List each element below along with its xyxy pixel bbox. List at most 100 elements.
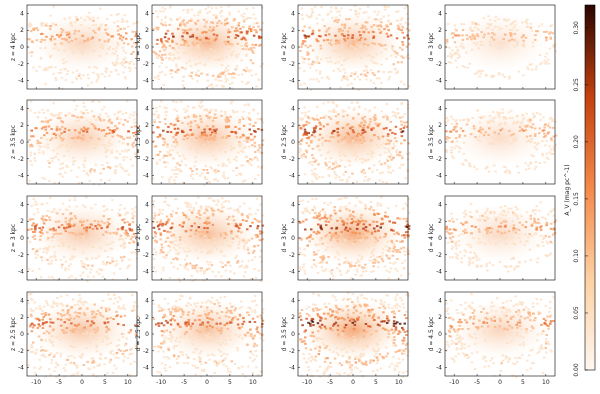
pixel [102,300,105,302]
pixel [368,54,371,56]
pixel [462,47,465,49]
pixel [33,198,36,200]
pixel [403,83,406,85]
pixel [191,78,194,80]
pixel [236,136,239,138]
pixel [393,243,396,245]
pixel [397,70,400,72]
pixel [388,143,391,145]
pixel [79,49,82,51]
pixel [189,204,192,206]
pixel [207,6,210,8]
pixel [483,34,486,36]
pixel [184,202,187,204]
pixel [29,52,32,54]
pixel [54,182,57,184]
pixel [68,112,71,114]
pixel [299,67,302,69]
pixel [316,58,319,60]
pixel [333,209,336,211]
pixel [52,322,55,324]
pixel [127,130,130,132]
pixel [226,143,229,145]
pixel [158,55,161,57]
pixel [466,124,469,126]
pixel [404,260,407,262]
pixel [359,125,362,127]
pixel [373,36,376,38]
pixel [120,166,123,168]
pixel [207,206,210,208]
pixel [518,262,521,264]
pixel [175,249,178,251]
pixel [458,35,461,37]
pixel [498,116,501,118]
pixel [311,8,314,10]
pixel [31,164,34,166]
y-tick-label: -2 [289,61,295,68]
pixel [129,68,132,70]
pixel [405,22,408,24]
pixel [90,137,93,139]
pixel [107,127,110,129]
pixel [108,307,111,309]
pixel [382,260,385,262]
pixel [120,308,123,310]
pixel [383,28,386,30]
pixel [96,346,99,348]
pixel [134,301,137,303]
pixel [332,275,335,277]
pixel [166,162,169,164]
pixel [115,367,118,369]
pixel [525,37,528,39]
pixel [348,176,351,178]
pixel [220,6,223,8]
pixel [212,40,215,42]
pixel [549,127,552,129]
pixel [552,153,555,155]
pixel [86,320,89,322]
pixel [475,254,478,256]
pixel [123,356,126,358]
pixel [318,149,321,151]
pixel [34,229,37,231]
pixel [354,205,357,207]
pixel [60,42,63,44]
pixel [72,232,75,234]
pixel [530,154,533,156]
pixel [366,153,369,155]
pixel [63,314,66,316]
pixel [176,115,179,117]
pixel [514,267,517,269]
pixel [131,236,134,238]
pixel [172,54,175,56]
pixel [61,38,64,40]
pixel [204,212,207,214]
pixel [105,264,108,266]
pixel [66,240,69,242]
pixel [323,39,326,41]
pixel [491,32,494,34]
pixel [503,38,506,40]
pixel [301,112,304,114]
pixel [185,216,188,218]
pixel [509,172,512,174]
pixel [485,168,488,170]
pixel [84,157,87,159]
pixel [80,17,83,19]
pixel [59,117,62,119]
pixel [396,251,399,253]
pixel [255,213,258,215]
pixel [340,198,343,200]
pixel [395,151,398,153]
pixel [215,168,218,170]
pixel [249,208,252,210]
pixel [337,41,340,43]
pixel [105,326,108,328]
pixel [513,40,516,42]
pixel [403,251,406,253]
pixel [327,221,330,223]
pixel [335,43,338,45]
pixel [186,134,189,136]
x-tick-label: 10 [124,379,132,386]
